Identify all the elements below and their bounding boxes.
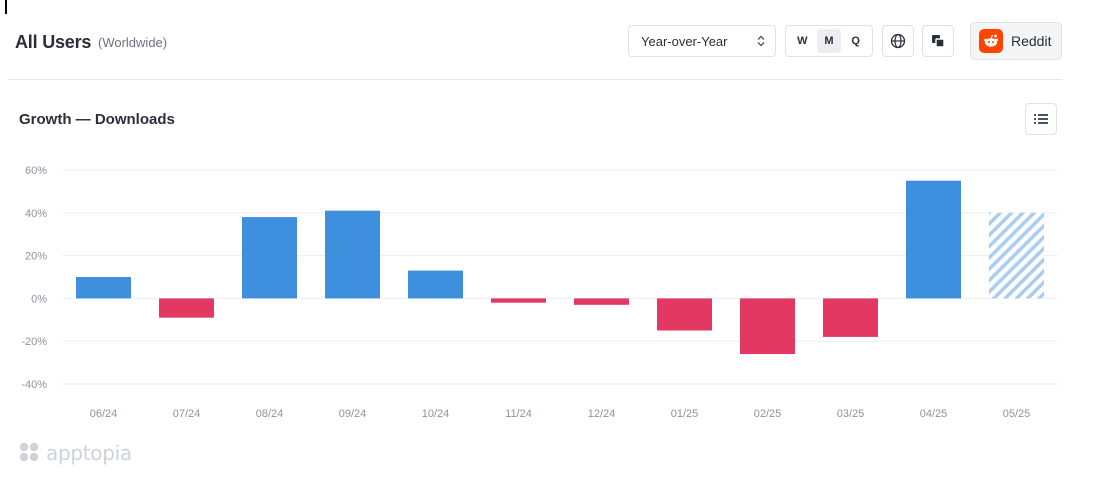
- x-tick-label: 10/24: [422, 408, 450, 420]
- x-tick-label: 07/24: [173, 408, 201, 420]
- x-tick-label: 12/24: [588, 408, 616, 420]
- bar-negative[interactable]: [740, 298, 795, 355]
- text-cursor: [5, 0, 7, 14]
- apptopia-logo-icon: [19, 442, 39, 462]
- x-tick-label: 06/24: [90, 408, 118, 420]
- y-tick-label: -20%: [21, 336, 47, 348]
- bar-negative[interactable]: [657, 298, 712, 331]
- bar-positive[interactable]: [325, 210, 380, 299]
- bar-projected[interactable]: [989, 212, 1044, 299]
- y-tick-label: 0%: [31, 293, 47, 305]
- chart-title: Growth — Downloads: [19, 111, 175, 128]
- bar-negative[interactable]: [491, 298, 546, 303]
- list-icon: [1034, 114, 1048, 124]
- x-tick-label: 01/25: [671, 408, 699, 420]
- x-tick-label: 11/24: [505, 408, 532, 420]
- x-tick-label: 05/25: [1003, 408, 1031, 420]
- y-tick-label: -40%: [21, 379, 47, 391]
- bar-positive[interactable]: [242, 217, 297, 299]
- layers-icon: [932, 35, 945, 48]
- comparison-select[interactable]: Year-over-Year: [628, 25, 776, 57]
- y-tick-label: 20%: [25, 251, 47, 263]
- chart-menu-button[interactable]: [1025, 103, 1057, 135]
- y-tick-label: 60%: [25, 165, 47, 177]
- reddit-logo-icon: [979, 29, 1003, 53]
- y-tick-label: 40%: [25, 208, 47, 220]
- period-weekly-button[interactable]: W: [797, 35, 808, 47]
- x-tick-label: 02/25: [754, 408, 782, 420]
- apptopia-watermark: apptopia: [18, 441, 132, 465]
- period-monthly-button[interactable]: M: [816, 29, 842, 53]
- x-tick-label: 09/24: [339, 408, 367, 420]
- comparison-select-value: Year-over-Year: [641, 34, 728, 49]
- bar-negative[interactable]: [574, 298, 629, 305]
- bar-positive[interactable]: [76, 277, 131, 299]
- page-title: All Users: [15, 32, 92, 52]
- select-caret-icon: [757, 35, 765, 47]
- period-toggle: W M Q: [785, 25, 873, 57]
- app-name: Reddit: [1011, 33, 1052, 49]
- region-label: (Worldwide): [98, 35, 168, 50]
- bar-negative[interactable]: [823, 298, 878, 337]
- globe-icon: [890, 33, 906, 49]
- x-tick-label: 03/25: [837, 408, 865, 420]
- period-quarterly-button[interactable]: Q: [851, 35, 860, 47]
- x-tick-label: 08/24: [256, 408, 284, 420]
- app-selector-button[interactable]: Reddit: [970, 22, 1062, 60]
- watermark-text: apptopia: [46, 441, 132, 465]
- compare-button[interactable]: [922, 25, 954, 57]
- page-header: All Users (Worldwide) Year-over-Year W M…: [8, 20, 1062, 80]
- bar-positive[interactable]: [906, 180, 961, 299]
- bar-positive[interactable]: [408, 270, 463, 299]
- bar-negative[interactable]: [159, 298, 214, 318]
- x-tick-label: 04/25: [920, 408, 948, 420]
- region-button[interactable]: [882, 25, 914, 57]
